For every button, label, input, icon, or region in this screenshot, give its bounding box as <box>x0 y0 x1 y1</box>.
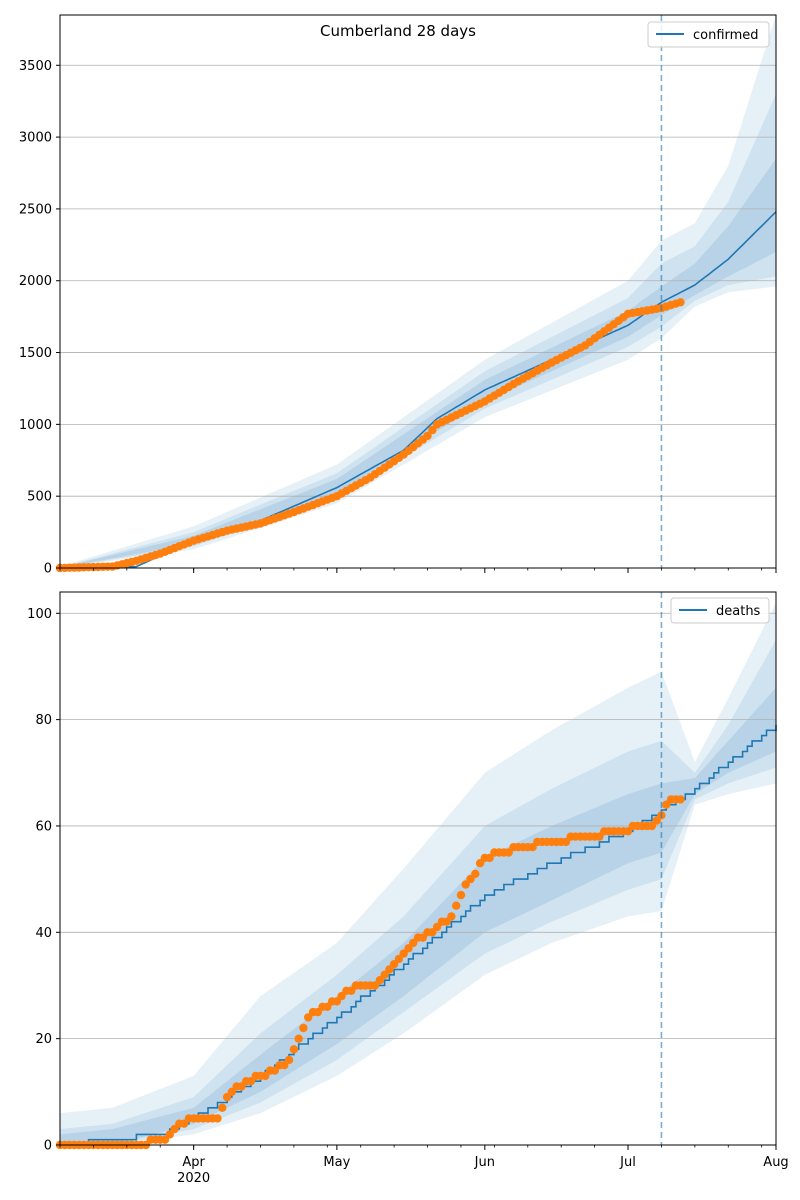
x-tick-label: May <box>323 1155 350 1170</box>
deaths-y-axis: 0 20 40 60 80 100 <box>27 607 60 1154</box>
y-tick-label: 80 <box>35 713 52 728</box>
x-tick-label: Jun <box>474 1155 495 1170</box>
observed-point <box>676 298 685 307</box>
axes-frame <box>59 591 777 1146</box>
observed-point <box>299 1023 308 1033</box>
observed-point <box>165 1130 174 1139</box>
observed-point <box>213 1114 222 1123</box>
observed-point <box>270 1066 279 1075</box>
legend-box <box>647 21 770 48</box>
confirmed-x-axis <box>59 568 777 573</box>
y-tick-label: 500 <box>27 490 52 505</box>
y-tick-label: 3500 <box>19 59 52 74</box>
observed-point <box>375 976 384 985</box>
observed-point <box>323 1002 332 1011</box>
legend-label-confirmed: confirmed <box>693 28 759 43</box>
y-tick-label: 0 <box>44 1139 52 1154</box>
observed-point <box>218 1103 227 1113</box>
y-tick-label: 40 <box>35 926 52 941</box>
confirmed-panel: 0 500 1000 1500 2000 2500 3000 3500 Cumberland … <box>19 14 777 577</box>
x-tick-year-label: 2020 <box>177 1171 210 1186</box>
y-tick-label: 1000 <box>19 418 52 433</box>
observed-point <box>294 1034 303 1043</box>
uncertainty-band-2 <box>60 94 776 568</box>
deaths-observed-points <box>55 795 685 1150</box>
y-tick-label: 2000 <box>19 274 52 289</box>
observed-point <box>289 1045 299 1054</box>
deaths-gridlines <box>60 612 776 1040</box>
y-tick-label: 20 <box>35 1032 52 1047</box>
observed-point <box>461 880 470 889</box>
deaths-uncertainty-bands <box>60 602 776 1145</box>
observed-point <box>676 795 685 804</box>
observed-point <box>428 425 437 435</box>
uncertainty-band-1 <box>60 602 776 1145</box>
observed-point <box>404 944 413 953</box>
confirmed-uncertainty-bands <box>60 15 776 568</box>
x-tick-label: Aug <box>763 1155 788 1170</box>
deaths-axes-frame <box>59 591 777 1146</box>
deaths-legend[interactable]: deaths <box>670 597 770 624</box>
chart-title: Cumberland 28 days <box>320 22 476 40</box>
y-tick-label: 60 <box>35 819 52 834</box>
confirmed-observed-points <box>55 298 685 573</box>
observed-point <box>423 431 432 441</box>
confirmed-axes-frame <box>59 14 777 569</box>
observed-point <box>485 853 494 863</box>
legend-label-deaths: deaths <box>716 604 761 619</box>
observed-point <box>284 1055 294 1065</box>
x-tick-label: Apr <box>182 1155 205 1170</box>
x-tick-label: Jul <box>619 1155 636 1170</box>
observed-point <box>471 869 480 878</box>
uncertainty-band-1 <box>60 15 776 568</box>
observed-point <box>447 912 456 921</box>
confirmed-y-axis: 0 500 1000 1500 2000 2500 3000 3500 <box>19 59 60 577</box>
observed-point <box>452 901 461 910</box>
confirmed-gridlines <box>60 64 776 497</box>
confirmed-legend[interactable]: confirmed <box>647 21 770 48</box>
observed-point <box>647 821 657 831</box>
observed-point <box>456 890 466 900</box>
y-tick-label: 3000 <box>19 131 52 146</box>
y-tick-label: 100 <box>27 607 52 622</box>
legend-box <box>670 597 770 624</box>
y-tick-label: 0 <box>44 562 52 577</box>
y-tick-label: 1500 <box>19 346 52 361</box>
axes-frame <box>59 14 777 569</box>
y-tick-label: 2500 <box>19 202 52 217</box>
